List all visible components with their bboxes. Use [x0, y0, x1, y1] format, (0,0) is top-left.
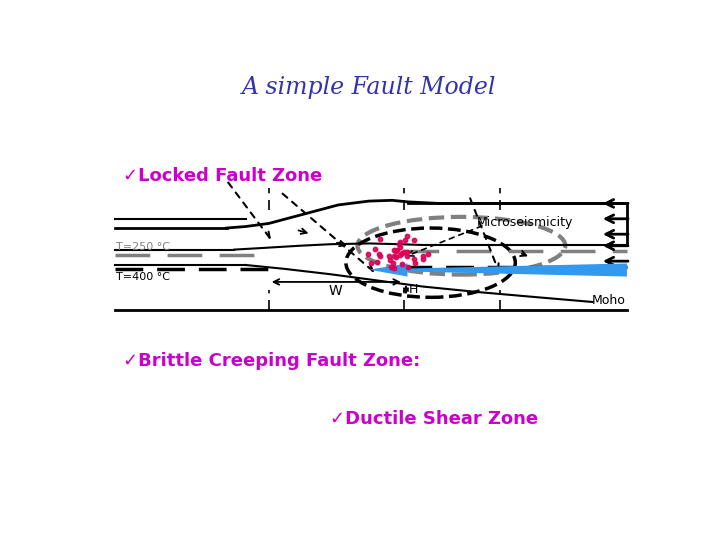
- Text: W: W: [329, 284, 343, 298]
- Point: [362, 250, 374, 259]
- Point: [418, 254, 429, 263]
- Point: [395, 238, 406, 247]
- Text: ✓Brittle Creeping Fault Zone:: ✓Brittle Creeping Fault Zone:: [122, 352, 420, 370]
- Point: [369, 245, 381, 253]
- Text: T=400 °C: T=400 °C: [117, 272, 171, 282]
- Text: A simple Fault Model: A simple Fault Model: [242, 76, 496, 99]
- Point: [374, 252, 385, 261]
- Text: ✓Ductile Shear Zone: ✓Ductile Shear Zone: [330, 410, 539, 428]
- Text: Moho: Moho: [592, 294, 626, 307]
- Text: Microseismicity: Microseismicity: [477, 216, 573, 229]
- Text: H: H: [409, 283, 418, 296]
- Point: [393, 240, 405, 248]
- Point: [389, 245, 400, 254]
- Point: [396, 260, 408, 269]
- Point: [402, 262, 414, 271]
- Point: [422, 250, 433, 259]
- Point: [408, 255, 420, 264]
- Point: [387, 259, 399, 267]
- Point: [385, 263, 397, 272]
- Text: ✓Locked Fault Zone: ✓Locked Fault Zone: [122, 167, 322, 185]
- Point: [402, 247, 413, 256]
- Point: [390, 247, 402, 256]
- Point: [398, 247, 410, 256]
- Point: [388, 252, 400, 261]
- Text: T=250 °C: T=250 °C: [117, 242, 171, 252]
- Point: [391, 253, 402, 262]
- Point: [371, 257, 382, 266]
- Point: [373, 250, 384, 259]
- Point: [392, 246, 403, 255]
- Point: [401, 232, 413, 240]
- Point: [400, 235, 411, 244]
- Point: [374, 234, 385, 243]
- Point: [417, 252, 428, 260]
- Point: [409, 258, 420, 267]
- Point: [402, 252, 413, 260]
- Point: [388, 264, 400, 273]
- Point: [394, 251, 405, 259]
- Polygon shape: [369, 264, 408, 276]
- Point: [396, 248, 408, 257]
- Point: [384, 256, 395, 265]
- Point: [408, 236, 420, 245]
- Point: [394, 242, 405, 251]
- Point: [383, 252, 395, 260]
- Polygon shape: [392, 264, 627, 276]
- Point: [366, 258, 377, 267]
